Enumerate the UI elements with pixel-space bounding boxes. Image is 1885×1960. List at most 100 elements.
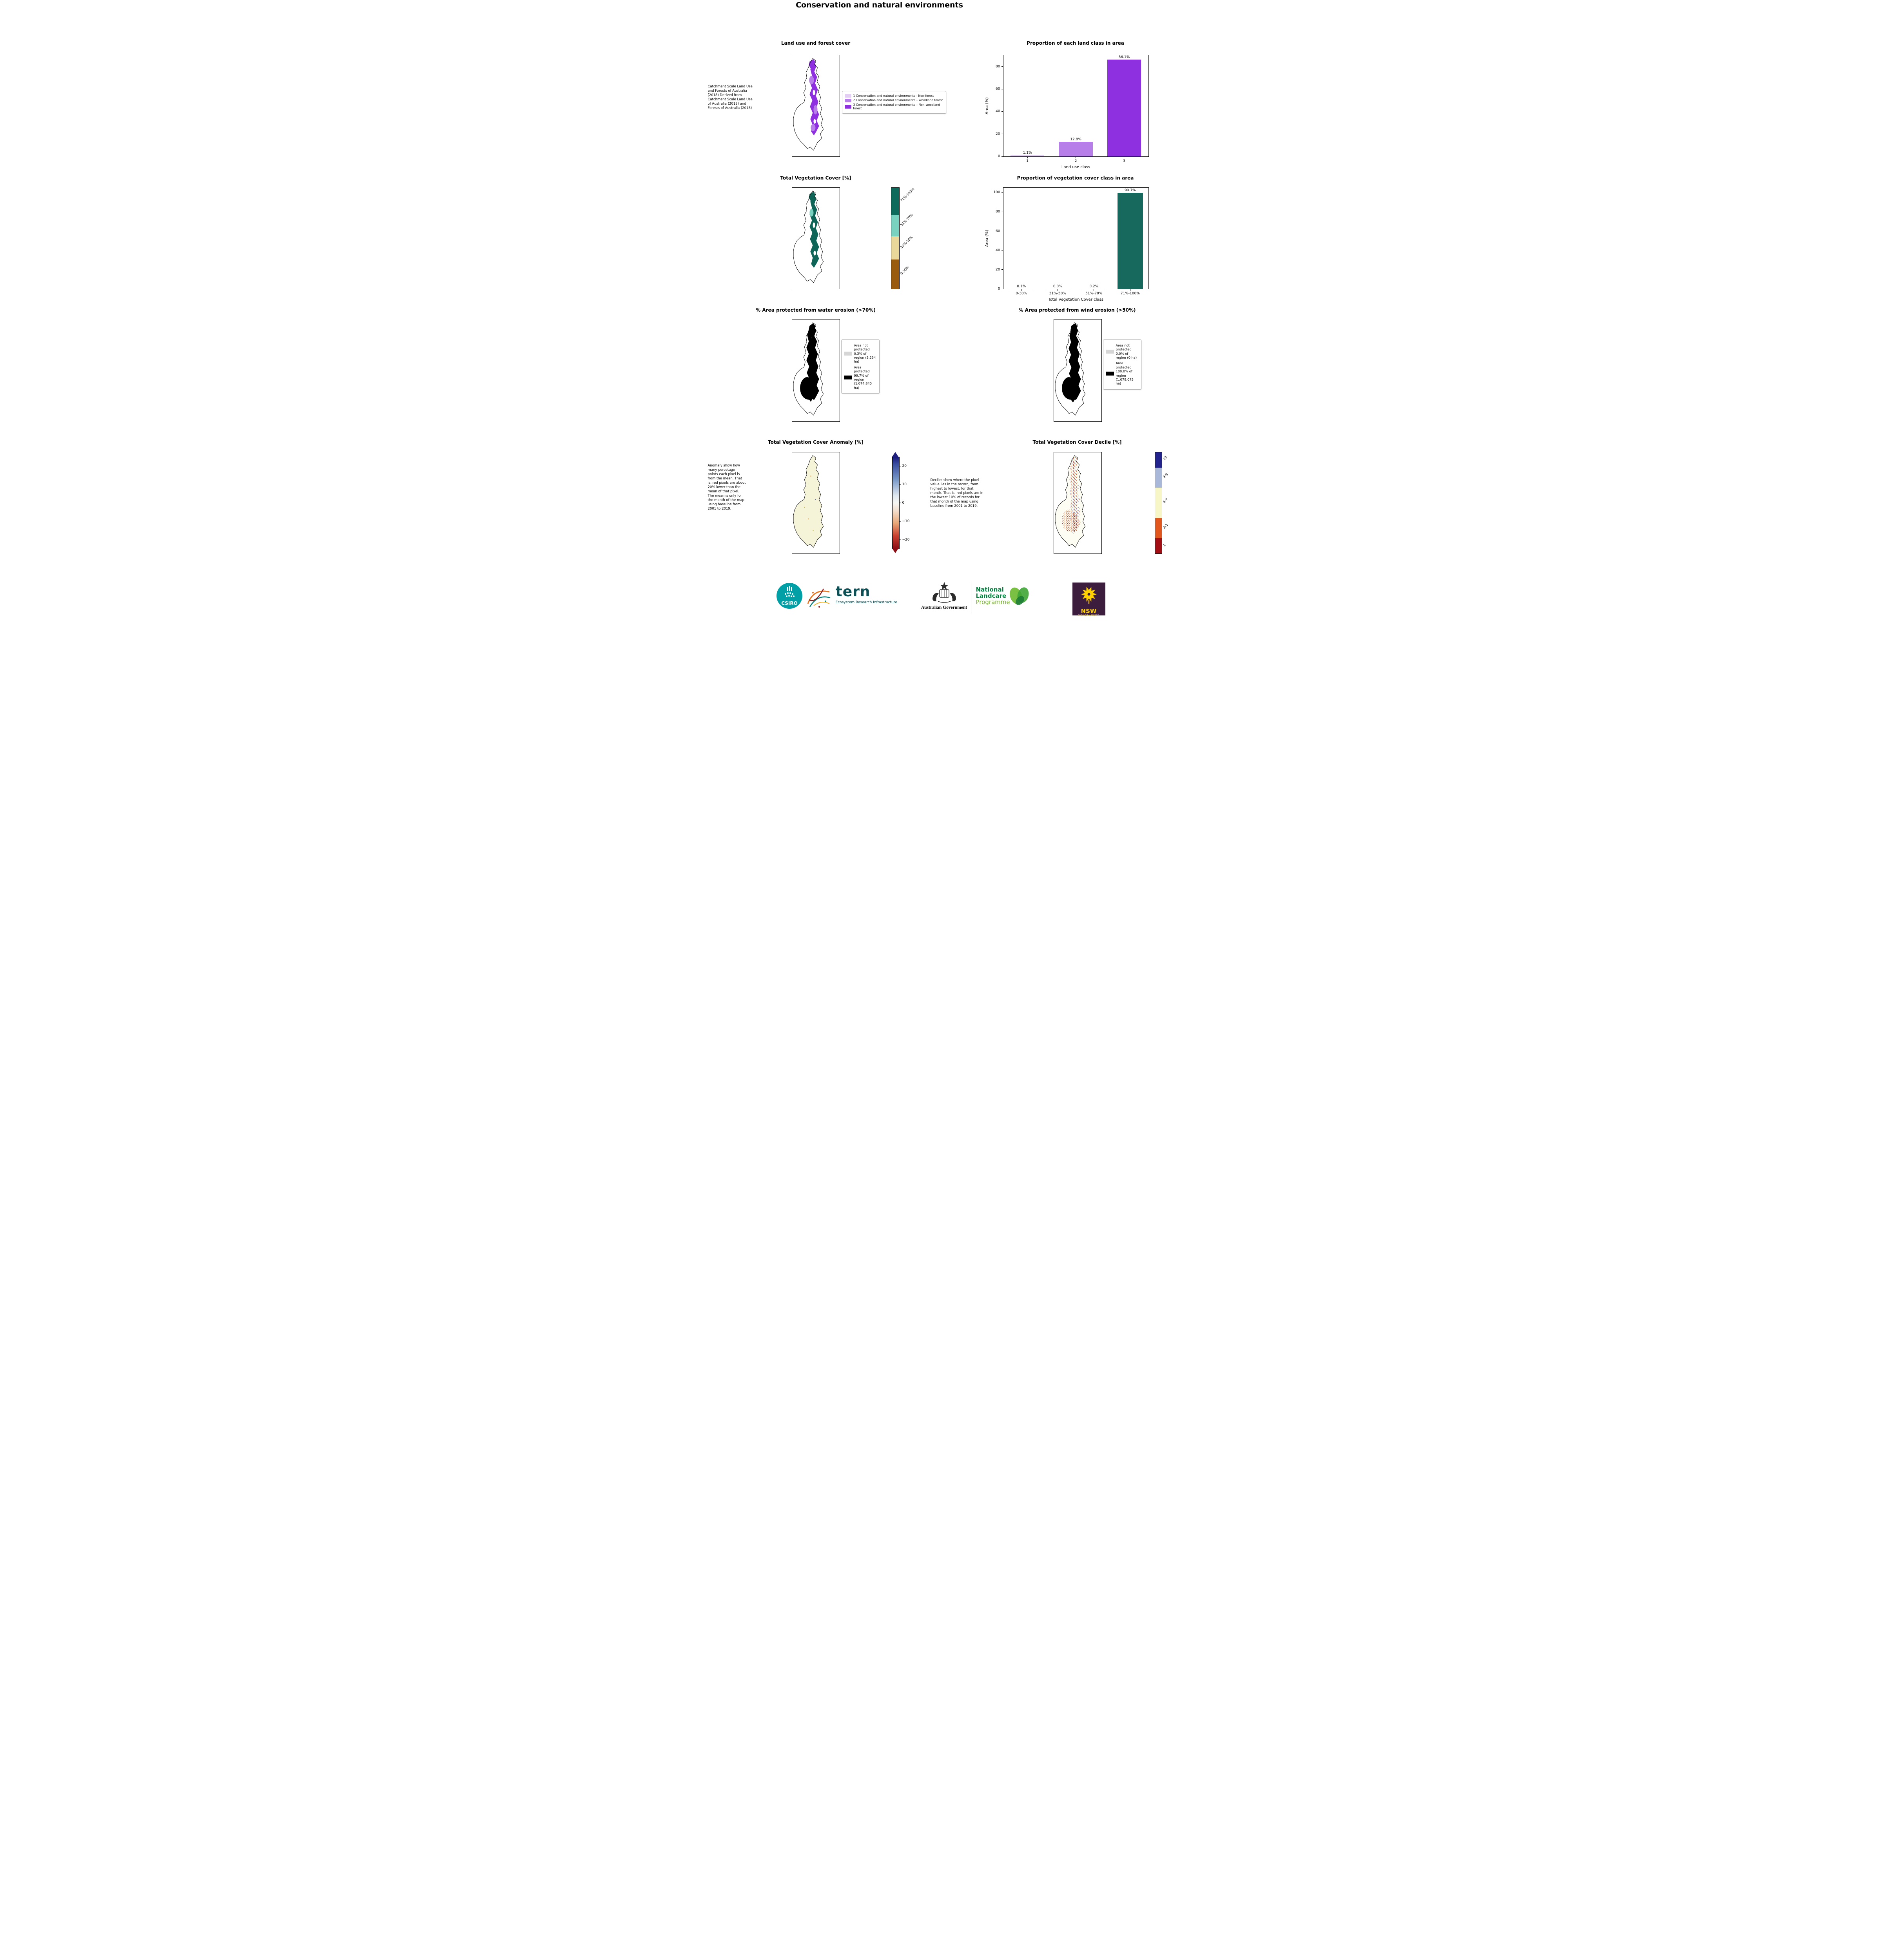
anomaly-colorbar-arrow-top: [892, 452, 898, 457]
bar-value-label: 99.7%: [1124, 189, 1136, 193]
colorbar-label: 71%-100%: [899, 187, 915, 203]
y-tick-label: 0: [998, 154, 1000, 158]
x-tick-label: 1: [1026, 159, 1029, 163]
y-tick-label: 20: [996, 132, 1000, 136]
legend-label: 2 Conservation and natural environments …: [853, 98, 943, 102]
y-tick-label: 60: [996, 87, 1000, 91]
legend-label: Area protected 99.7% of region (1,074,84…: [854, 365, 872, 390]
water-erosion-title: % Area protected from water erosion (>70…: [756, 307, 876, 313]
legend-swatch: [844, 375, 852, 379]
landuse-map-title: Land use and forest cover: [781, 40, 851, 46]
catchment-outline: [793, 58, 824, 151]
landuse-legend: 1 Conservation and natural environments …: [842, 91, 946, 114]
anomaly-title: Total Vegetation Cover Anomaly [%]: [768, 439, 864, 445]
y-axis-label: Area (%): [985, 230, 989, 247]
bar-value-label: 1.1%: [1023, 151, 1032, 155]
colorbar-segment: [1155, 467, 1162, 488]
vegclass-chart-title: Proportion of vegetation cover class in …: [1017, 175, 1134, 181]
low-cover-gap: [813, 250, 816, 256]
legend-item: 2 Conservation and natural environments …: [845, 98, 943, 102]
bar-value-label: 0.2%: [1089, 284, 1099, 289]
non-forest-gap: [812, 90, 815, 96]
nlp-line2: Landcare: [976, 592, 1007, 600]
legend-item: Area protected 99.7% of region (1,074,84…: [844, 365, 876, 390]
anomaly-speckle: [804, 506, 805, 508]
nsw-government-logo: NSW GOVERNMENT: [1072, 583, 1105, 617]
national-landcare-logo: National Landcare Programme: [976, 586, 1010, 606]
legend-swatch: [1106, 371, 1114, 376]
wind-erosion-legend: Area not protected 0.0% of region (0 ha)…: [1103, 339, 1141, 390]
y-tick-label: 40: [996, 248, 1000, 252]
anomaly-speckle: [815, 499, 816, 500]
legend-item: Area not protected 0.3% of region (3,234…: [844, 343, 876, 364]
tern-tagline: Ecosystem Research Infrastructure: [835, 601, 897, 604]
y-tick-label: 0: [998, 287, 1000, 291]
low-cover-gap: [812, 222, 815, 228]
anomaly-surface: [793, 455, 824, 548]
colorbar-label: 1: [1162, 543, 1167, 548]
colorbar-tick-label: −10: [902, 519, 910, 523]
nsw-government-label: GOVERNMENT: [1078, 614, 1099, 617]
bar-71%-100%: [1117, 193, 1143, 289]
legend-swatch: [1106, 349, 1114, 354]
colorbar-segment: [891, 236, 899, 260]
colorbar-segment: [891, 215, 899, 236]
anomaly-colorbar-arrow-bottom: [892, 548, 898, 553]
y-axis-label: Area (%): [985, 97, 989, 114]
x-tick-label: 51%-70%: [1085, 292, 1103, 296]
csiro-logo: CSIRO: [776, 583, 802, 609]
decile-note: Deciles show where the pixel value lies …: [930, 478, 983, 508]
legend-label: Area protected 100.0% of region (1,078,0…: [1116, 361, 1134, 386]
legend-swatch: [845, 105, 851, 109]
non-forest-gap: [813, 119, 816, 124]
x-tick-label: 3: [1123, 159, 1125, 163]
x-tick-label: 31%-50%: [1049, 292, 1066, 296]
y-tick-label: 80: [996, 210, 1000, 214]
colorbar-tick-label: 0: [902, 501, 905, 505]
tern-wordmark: tern: [835, 584, 871, 600]
colorbar-segment: [1155, 518, 1162, 539]
bar-3: [1107, 60, 1141, 156]
australian-government-label: Australian Government: [921, 605, 967, 610]
anomaly-note: Anomaly show how many percetage points e…: [708, 464, 746, 511]
x-axis-label: Land use class: [1061, 165, 1090, 169]
mid-cover-patch: [809, 209, 813, 217]
legend-label: Area not protected 0.0% of region (0 ha): [1116, 343, 1137, 360]
y-tick: [1001, 156, 1003, 157]
indigenous-artwork: [807, 588, 830, 608]
catchment-outline: [793, 191, 824, 283]
legend-swatch: [845, 94, 851, 98]
colorbar-label: 4-7: [1162, 497, 1169, 505]
landclass-chart-title: Proportion of each land class in area: [1027, 40, 1124, 46]
bar-value-label: 86.1%: [1118, 55, 1130, 60]
colorbar-segment: [1155, 488, 1162, 518]
x-tick-label: 71%-100%: [1120, 292, 1140, 296]
tern-logo: tern Ecosystem Research Infrastructure: [835, 584, 897, 605]
csiro-wordmark: CSIRO: [781, 601, 798, 606]
bar-value-label: 0.0%: [1053, 284, 1062, 289]
decile-title: Total Vegetation Cover Decile [%]: [1032, 439, 1122, 445]
colorbar-segment: [891, 260, 899, 289]
legend-item: 1 Conservation and natural environments …: [845, 94, 943, 98]
colorbar-label: 2-3: [1162, 523, 1169, 530]
colorbar-segment: [891, 188, 899, 215]
waratah-icon: [1081, 587, 1097, 604]
legend-label: Area not protected 0.3% of region (3,234…: [854, 343, 876, 364]
x-tick-label: 0-30%: [1016, 292, 1027, 296]
report-page: Conservation and natural environments La…: [707, 0, 1178, 627]
woodland-patch: [813, 105, 818, 114]
y-tick-label: 60: [996, 229, 1000, 233]
colorbar-label: 10: [1162, 456, 1168, 461]
bar-1: [1011, 155, 1045, 156]
decile-map: [1053, 452, 1102, 554]
y-tick-label: 100: [993, 191, 1000, 195]
wind-erosion-title: % Area protected from wind erosion (>50%…: [1018, 307, 1136, 313]
y-tick: [1001, 192, 1003, 193]
vegclass-bar-chart: Area (%) Total Vegetation Cover class 0 2…: [985, 187, 1149, 302]
anomaly-colorbar: 20 10 0 −10 −20: [892, 457, 910, 549]
water-erosion-legend: Area not protected 0.3% of region (3,234…: [841, 339, 880, 394]
landuse-map: [791, 55, 840, 157]
y-tick: [1001, 66, 1003, 67]
legend-item: Area protected 100.0% of region (1,078,0…: [1106, 361, 1138, 385]
colorbar-label: 0-30%: [899, 265, 910, 276]
